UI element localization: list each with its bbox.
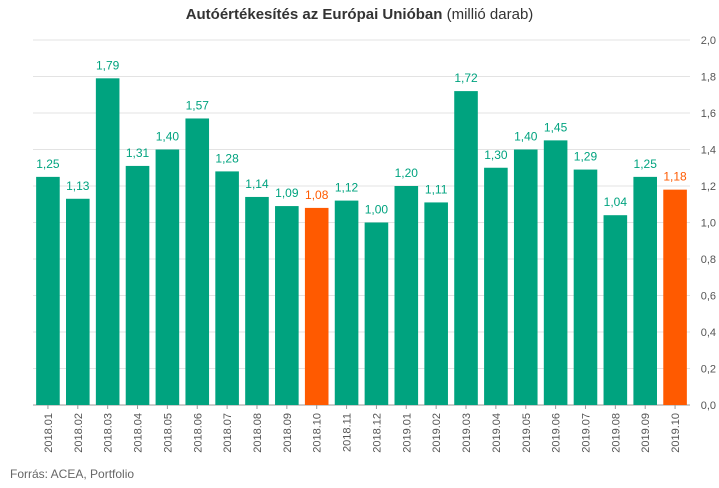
bar (484, 167, 508, 405)
bar (155, 149, 180, 405)
bar (185, 118, 210, 405)
data-label: 1,25 (36, 157, 60, 171)
x-tick-label: 2018.09 (282, 413, 294, 453)
data-label: 1,13 (66, 179, 90, 193)
y-tick-label: 1,8 (701, 72, 716, 84)
bar (215, 171, 239, 405)
data-label: 1,20 (395, 166, 419, 180)
bar (424, 202, 448, 405)
bar (125, 165, 150, 405)
bar (304, 207, 329, 405)
bar (364, 222, 389, 405)
data-label: 1,09 (275, 186, 299, 200)
bar (245, 196, 269, 405)
data-label: 1,18 (663, 170, 687, 184)
x-tick-label: 2018.05 (162, 413, 174, 453)
bar (334, 200, 359, 405)
y-tick-label: 0,6 (701, 291, 716, 303)
data-label: 1,29 (574, 150, 598, 164)
y-tick-label: 1,2 (701, 181, 716, 193)
x-tick-label: 2019.03 (461, 413, 473, 453)
bar (275, 206, 299, 405)
data-label: 1,79 (96, 58, 120, 72)
x-tick-label: 2018.06 (192, 413, 204, 453)
data-label: 1,40 (156, 130, 180, 144)
bar (65, 198, 90, 405)
data-label: 1,28 (215, 151, 239, 165)
x-tick-label: 2018.07 (222, 413, 234, 453)
x-tick-label: 2019.06 (551, 413, 563, 453)
y-tick-label: 0,2 (701, 364, 716, 376)
data-label: 1,11 (425, 182, 448, 196)
y-tick-label: 0,0 (701, 400, 716, 412)
data-label: 1,72 (454, 71, 478, 85)
x-tick-label: 2018.01 (43, 413, 55, 453)
chart-title: Autóértékesítés az Európai Unióban (mill… (0, 6, 719, 23)
bar (394, 186, 419, 405)
data-label: 1,14 (245, 177, 269, 191)
y-tick-label: 1,4 (701, 145, 716, 157)
data-label: 1,04 (604, 195, 628, 209)
bar (513, 149, 538, 405)
x-tick-label: 2018.02 (73, 413, 85, 453)
data-label: 1,25 (634, 157, 658, 171)
data-label: 1,08 (305, 188, 329, 202)
x-tick-label: 2019.05 (521, 413, 533, 453)
bar (573, 169, 598, 405)
x-tick-label: 2018.10 (312, 413, 324, 453)
y-tick-label: 2,0 (701, 35, 716, 47)
y-tick-label: 1,0 (701, 218, 716, 230)
x-tick-label: 2018.12 (371, 413, 383, 453)
y-tick-label: 0,8 (701, 254, 716, 266)
data-label: 1,12 (335, 181, 359, 195)
bar (454, 91, 478, 405)
source-note: Forrás: ACEA, Portfolio (10, 467, 135, 481)
x-tick-label: 2019.02 (431, 413, 443, 453)
x-tick-label: 2019.04 (491, 413, 503, 453)
x-tick-label: 2019.10 (670, 413, 682, 453)
bar (36, 176, 60, 405)
y-tick-label: 0,4 (701, 327, 716, 339)
data-label: 1,30 (484, 148, 508, 162)
chart-title-unit: (millió darab) (446, 6, 534, 23)
y-tick-label: 1,6 (701, 108, 716, 120)
data-label: 1,31 (126, 146, 150, 160)
x-tick-label: 2019.09 (640, 413, 652, 453)
x-tick-label: 2019.01 (401, 413, 413, 453)
bar (603, 215, 628, 405)
bar (663, 189, 687, 405)
x-tick-label: 2019.08 (610, 413, 622, 453)
data-label: 1,00 (365, 203, 389, 217)
x-tick-label: 2018.04 (133, 413, 145, 453)
bar (633, 176, 658, 405)
data-label: 1,40 (514, 130, 538, 144)
chart-title-main: Autóértékesítés az Európai Unióban (185, 6, 443, 23)
bar (543, 140, 568, 405)
data-label: 1,45 (544, 120, 568, 134)
bar (95, 78, 120, 405)
x-tick-label: 2018.11 (342, 413, 354, 452)
x-tick-label: 2018.08 (252, 413, 264, 453)
data-label: 1,57 (186, 98, 210, 112)
x-tick-label: 2019.07 (580, 413, 592, 453)
x-tick-label: 2018.03 (103, 413, 115, 453)
